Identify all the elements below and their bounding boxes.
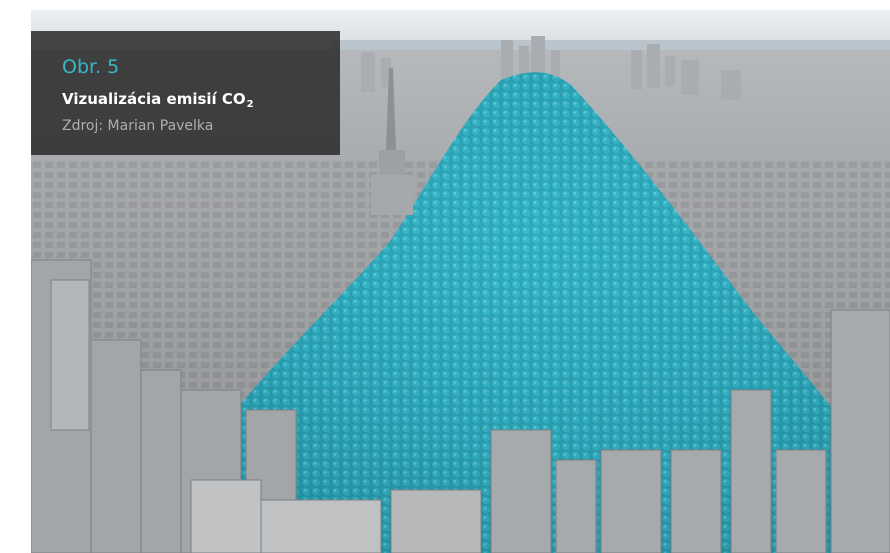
figure-title: Vizualizácia emisií CO2: [62, 89, 254, 115]
figure-source: Zdroj: Marian Pavelka: [62, 118, 214, 134]
city-scene-illustration: [31, 10, 890, 553]
co2-visualization-image: [31, 10, 890, 553]
figure-title-subscript: 2: [246, 99, 254, 110]
caption-box: Obr. 5 Vizualizácia emisií CO2 Zdroj: Ma…: [31, 31, 340, 155]
figure-title-text: Vizualizácia emisií CO: [62, 90, 246, 108]
figure-label: Obr. 5: [62, 56, 120, 78]
